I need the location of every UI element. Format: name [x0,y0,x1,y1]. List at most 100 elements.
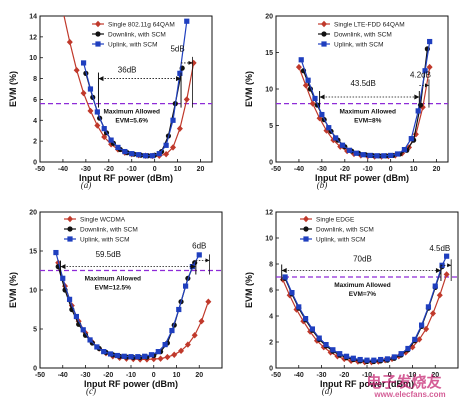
series-3-point [401,146,408,153]
series-3-point [177,70,183,76]
y-tick-label: 6 [33,97,37,104]
series-3-point [360,152,366,158]
series-3-point [184,18,190,24]
x-tick-label: -20 [339,372,349,379]
legend-label-1: Single WCDMA [80,216,126,223]
series-3-point [333,135,339,141]
watermark-url: www.elecfans.com [373,390,445,399]
y-tick-label: 2 [33,139,37,146]
x-tick-label: 20 [433,166,441,173]
legend-marker-1 [303,215,309,223]
series-3-point [135,354,141,360]
series-3-point [346,147,352,153]
series-1-point [423,325,430,333]
y-axis-label: EVM (%) [244,272,254,308]
series-1-point [426,63,433,71]
legend-marker-3 [321,41,327,47]
series-3-point [309,326,315,332]
y-tick-label: 0 [269,366,273,373]
legend-marker-3 [303,236,309,242]
series-1-point [429,310,436,317]
allowed-label-line2: EVM=7% [349,291,376,298]
series-3-point [302,316,309,322]
series-3-point [343,353,350,359]
series-1-point [309,100,316,107]
x-tick-label: -50 [35,372,45,379]
legend-label-1: Single EDGE [316,216,355,223]
x-tick-label: 0 [388,372,392,379]
series-3-point [73,313,79,320]
span-annotation: 43.5dB [350,79,375,88]
x-tick-label: -50 [271,166,281,173]
series-1-point [157,355,164,362]
x-tick-label: -30 [81,166,91,173]
series-3-point [148,352,155,358]
panel-4: -50 -40 -30 -20 -10 0 10 20 0 2 4 6 8 10 12 Input RF po… [244,210,459,396]
series-3-point [319,111,325,118]
series-3-point [381,153,387,159]
series-3-point [371,357,377,363]
series-3-point [419,322,425,328]
series-3-point [149,153,155,159]
delta-annotation: 4.2dB [410,70,431,79]
series-3-point [350,355,356,361]
y-tick-label: 10 [29,55,37,62]
x-tick-label: 0 [152,372,156,379]
series-1-point [436,292,443,299]
series-3-point [444,253,450,259]
series-3-point [353,150,359,156]
x-axis-label: Input RF power (dBm) [84,379,178,389]
series-1-point [183,96,190,103]
series-3-point [108,137,114,143]
x-tick-label: -10 [126,372,136,379]
legend-label-3: Uplink, with SCM [108,41,157,48]
delta-annotation: 6dB [192,242,206,251]
series-line-3 [55,252,200,358]
series-1-point [163,150,170,158]
series-1-point [295,63,302,71]
legend-marker-2 [303,226,309,232]
series-1-point [191,332,198,339]
series-2-point [82,332,89,338]
series-1-point [94,122,101,129]
panel-caption: (b) [317,180,328,190]
series-1-point [205,298,212,305]
allowed-label-line1: Maximum Allowed [103,109,159,116]
delta-arrow-head [188,60,193,65]
panel-3: -50 -40 -30 -20 -10 0 10 20 0 5 10 15 20 Input RF pow… [8,210,223,396]
span-arrow-head-left [281,268,287,273]
y-tick-label: 0 [33,366,37,373]
series-group [63,16,197,160]
y-tick-label: 0 [33,160,37,167]
series-3-point [183,283,189,289]
x-axis-label: Input RF power (dBm) [315,173,409,183]
legend-label-2: Downlink, with SCM [334,31,392,38]
y-tick-label: 15 [29,249,37,256]
series-1-point [80,89,87,97]
y-tick-label: 5 [269,123,273,130]
allowed-label-line2: EVM=12.5% [95,285,132,292]
series-3-point [415,108,421,114]
series-3-point [425,304,432,310]
series-3-point [298,57,304,63]
delta-arrow-head [447,263,452,268]
series-3-point [163,142,169,148]
series-3-point [196,252,202,258]
series-3-point [289,290,295,296]
series-3-point [337,351,343,357]
panel-caption: (d) [322,386,333,396]
series-3-point [323,342,329,348]
y-tick-label: 20 [29,210,37,217]
delta-annotation: 4.5dB [429,244,450,253]
x-tick-label: 0 [153,166,157,173]
series-3-point [80,327,86,333]
watermark-title: 电子发烧友 [366,373,441,391]
series-3-point [364,357,370,363]
series-1-point [73,67,80,74]
series-3-point [412,336,418,342]
x-tick-label: -40 [58,166,68,173]
y-tick-label: 15 [265,50,273,57]
series-group [295,38,433,160]
series-1-point [443,271,450,278]
